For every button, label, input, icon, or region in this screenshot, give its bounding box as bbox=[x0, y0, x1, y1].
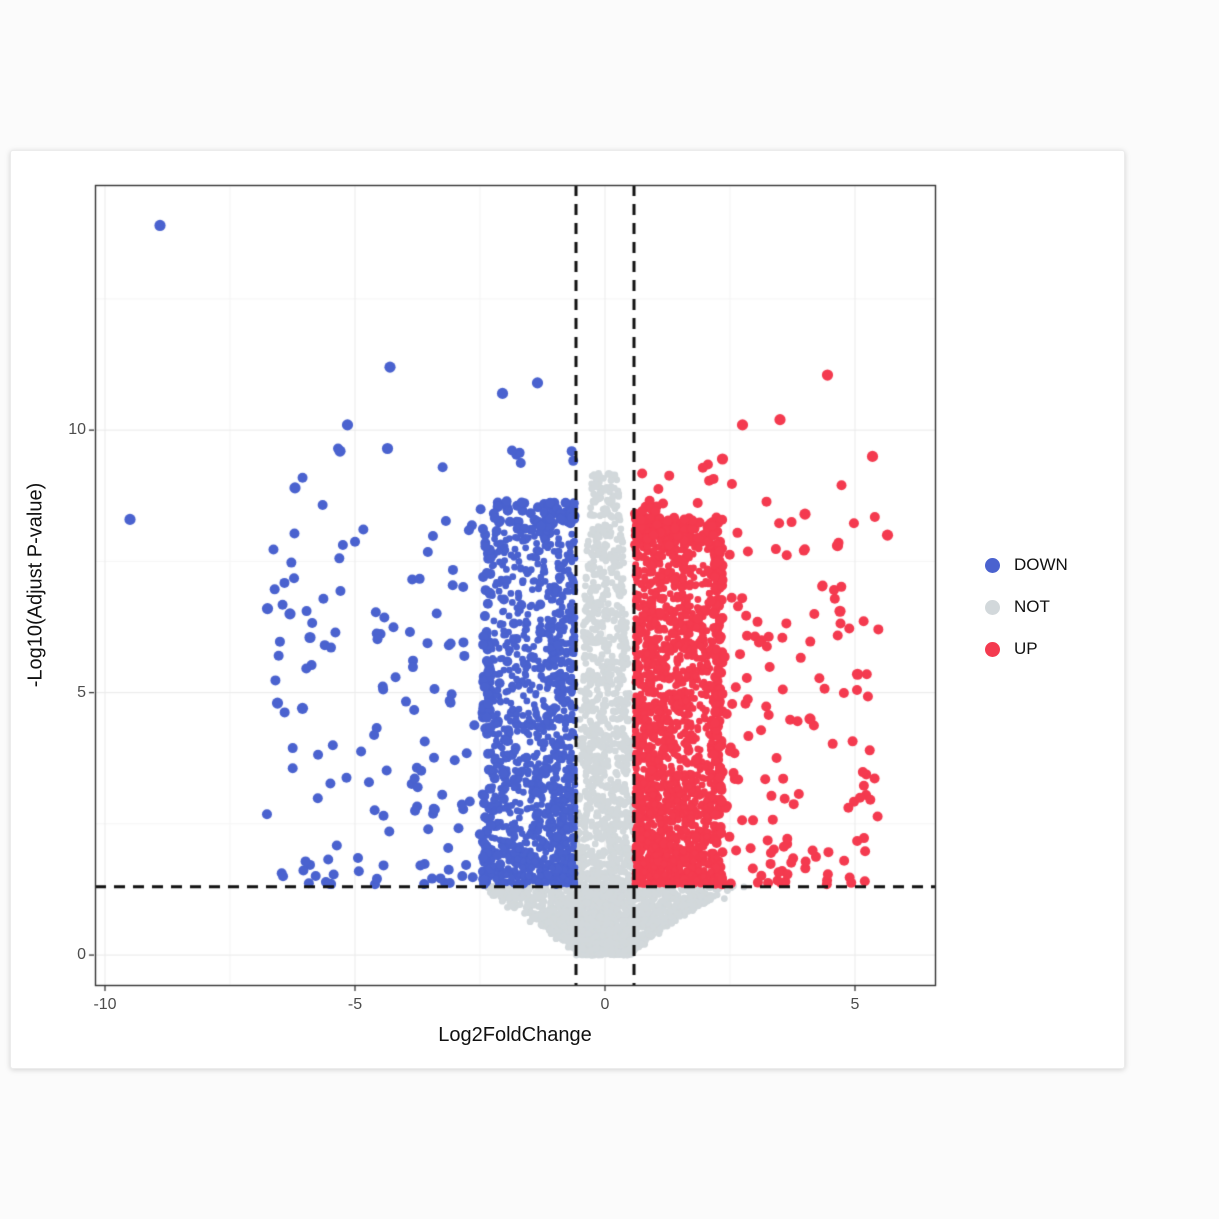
legend-label-down: DOWN bbox=[1014, 555, 1068, 574]
legend-dot-not-icon bbox=[985, 599, 1000, 615]
legend-dot-down-icon bbox=[985, 557, 1000, 573]
x-tick-label: -10 bbox=[93, 996, 117, 1013]
y-tick-label: 0 bbox=[77, 946, 86, 964]
x-tick-label: 5 bbox=[850, 996, 860, 1013]
y-tick-label: 10 bbox=[68, 421, 86, 439]
x-tick-label: 0 bbox=[600, 996, 610, 1013]
x-tick-label: -5 bbox=[347, 996, 363, 1013]
legend-item-down: DOWN bbox=[975, 544, 1068, 586]
y-tick-label: 5 bbox=[77, 683, 86, 701]
legend-item-not: NOT bbox=[975, 586, 1068, 628]
x-axis-title: Log2FoldChange bbox=[438, 1024, 592, 1046]
legend-label-not: NOT bbox=[1014, 597, 1050, 616]
legend-label-up: UP bbox=[1014, 639, 1038, 658]
legend: DOWN NOT UP bbox=[975, 544, 1068, 670]
legend-item-up: UP bbox=[975, 628, 1068, 670]
legend-dot-up-icon bbox=[985, 641, 1000, 657]
y-axis-title: -Log10(Adjust P-value) bbox=[24, 482, 47, 688]
